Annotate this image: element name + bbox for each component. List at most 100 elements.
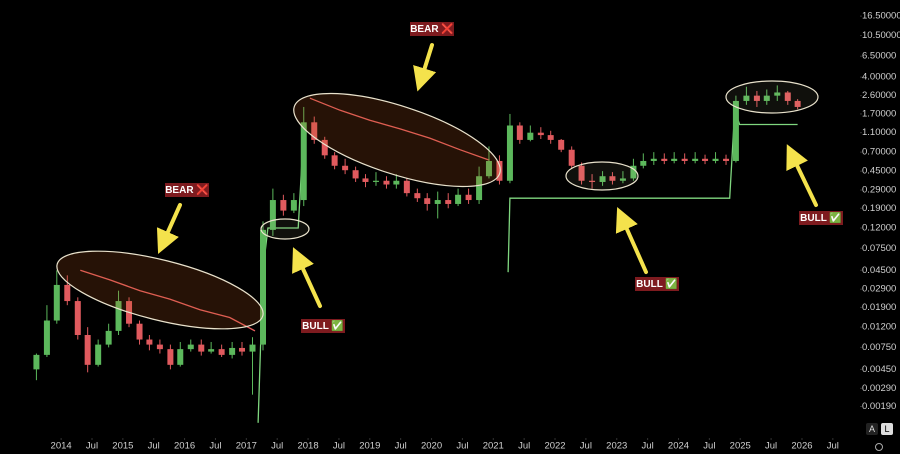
annotation-bg (410, 22, 454, 36)
candle-body (640, 160, 647, 166)
candle-body (763, 95, 770, 101)
trail-line (80, 269, 256, 332)
x-tick-label: 2024 (668, 441, 689, 452)
candle-body (311, 122, 318, 140)
annotation: BULL ✅ (636, 277, 678, 290)
candle-body (692, 158, 699, 161)
y-tick-label: 6.50000 (862, 51, 896, 62)
candle-body (599, 176, 606, 182)
candle-body (393, 180, 400, 185)
candle-body (64, 284, 71, 302)
x-tick-label: Jul (456, 441, 468, 452)
candle-body (260, 229, 267, 345)
x-tick-label: 2023 (606, 441, 627, 452)
y-tick-label: 0.29000 (862, 185, 896, 196)
candle-body (506, 125, 513, 181)
candle-body (630, 165, 637, 179)
candle-body (249, 344, 256, 352)
candle-body (485, 160, 492, 177)
candle-body (516, 125, 523, 140)
settings-icon[interactable] (875, 443, 883, 451)
candle-body (403, 180, 410, 194)
candle-body (383, 180, 390, 185)
y-tick-label: 4.00000 (862, 72, 896, 83)
bear-ellipse (293, 92, 501, 188)
candle-body (702, 158, 709, 161)
scale-button[interactable]: L (884, 424, 889, 434)
y-tick-label: 0.00190 (862, 401, 896, 412)
trail-line (309, 97, 490, 161)
x-tick-label: Jul (580, 441, 592, 452)
candle-body (794, 100, 801, 107)
x-tick-label: Jul (395, 441, 407, 452)
annotation: BULL ✅ (302, 319, 344, 332)
candle-body (414, 193, 421, 199)
arrow (292, 247, 322, 308)
x-tick-label: Jul (148, 441, 160, 452)
candle-body (547, 135, 554, 140)
candle-body (609, 176, 616, 181)
x-tick-label: 2018 (297, 441, 318, 452)
y-tick-label: 0.70000 (862, 147, 896, 158)
candle-body (146, 339, 153, 345)
candle-body (681, 158, 688, 161)
candle-body (753, 95, 760, 101)
scale-buttons: A L (866, 423, 893, 451)
candle-body (732, 100, 739, 161)
bear-ellipse (56, 250, 264, 330)
x-tick-label: Jul (703, 441, 715, 452)
candle-body (321, 139, 328, 156)
y-tick-label: 1.70000 (862, 108, 896, 119)
candle-body (743, 95, 750, 101)
x-tick-label: Jul (765, 441, 777, 452)
button-bg[interactable] (866, 423, 878, 435)
candle-body (661, 158, 668, 161)
candle-body (434, 200, 441, 204)
annotation-bg (635, 277, 679, 291)
annotation: BULL ✅ (800, 211, 842, 224)
scale-button[interactable]: A (869, 424, 875, 434)
bull-ellipse (260, 218, 310, 240)
candle-body (177, 349, 184, 365)
bull-ellipse (725, 80, 819, 114)
bull-ellipse (565, 161, 639, 191)
y-tick-label: 2.60000 (862, 90, 896, 101)
x-tick-label: 2021 (483, 441, 504, 452)
candle-body (218, 349, 225, 355)
candle-body (496, 160, 503, 181)
x-tick-label: 2016 (174, 441, 195, 452)
x-tick-label: Jul (518, 441, 530, 452)
candle-body (84, 334, 91, 365)
y-tick-label: 0.00750 (862, 342, 896, 353)
x-tick-label: Jul (827, 441, 839, 452)
y-tick-label: 0.02900 (862, 284, 896, 295)
candle-body (537, 132, 544, 136)
candle-body (136, 323, 143, 340)
candle-body (784, 92, 791, 101)
annotations: BEAR ❌ BEAR ❌ BULL ✅ BULL ✅ BULL ✅ (165, 22, 843, 333)
y-tick-label: 0.04500 (862, 265, 896, 276)
arrow (413, 43, 437, 92)
candle-body (445, 200, 452, 204)
candle-body (208, 349, 215, 352)
candle-body (671, 158, 678, 161)
x-tick-label: Jul (333, 441, 345, 452)
candle-body (352, 170, 359, 179)
candle-body (527, 132, 534, 140)
candle-body (723, 158, 730, 161)
candle-body (43, 320, 50, 355)
candle-body (167, 349, 174, 365)
y-tick-label: 10.50000 (862, 30, 900, 41)
y-tick-label: 1.10000 (862, 127, 896, 138)
y-tick-label: 0.12000 (862, 223, 896, 234)
candle-body (239, 347, 246, 352)
candle-body (331, 155, 338, 166)
x-tick-label: 2015 (112, 441, 133, 452)
trail-line (257, 110, 798, 423)
candle-body (156, 344, 163, 350)
y-tick-label: 0.01900 (862, 302, 896, 313)
y-tick-label: 0.00290 (862, 383, 896, 394)
button-bg[interactable] (881, 423, 893, 435)
x-tick-label: Jul (642, 441, 654, 452)
y-tick-label: 16.50000 (862, 11, 900, 22)
